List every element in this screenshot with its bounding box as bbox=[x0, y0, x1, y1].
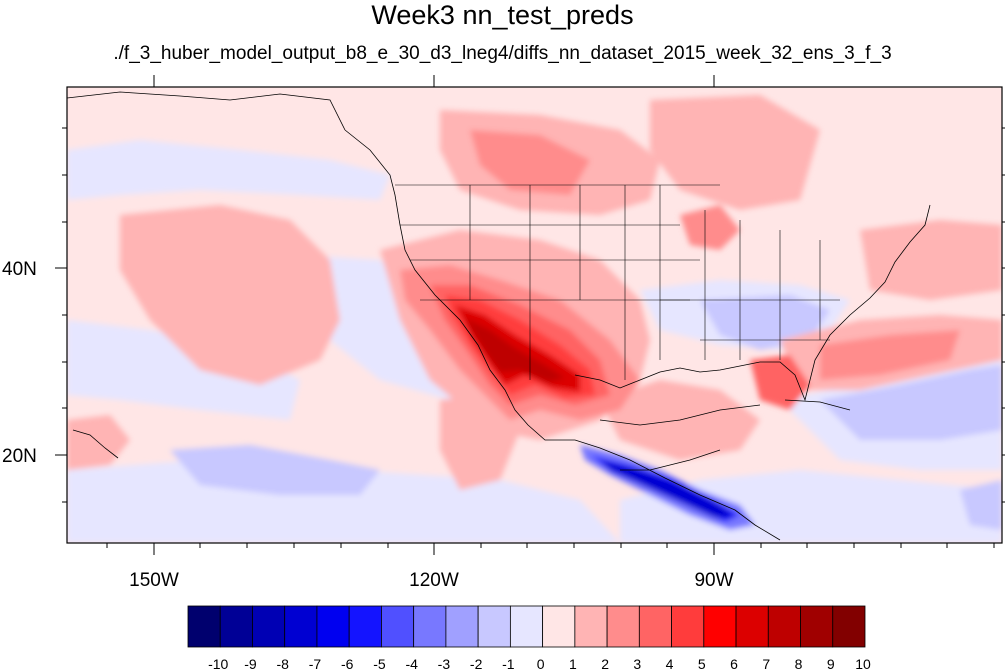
colorbar-swatch bbox=[671, 605, 705, 648]
neg-region bbox=[600, 460, 735, 518]
colorbar-label: -7 bbox=[309, 656, 322, 672]
colorbar-swatch bbox=[735, 605, 769, 648]
map-title: Week3 nn_test_preds bbox=[371, 0, 634, 30]
colorbar-swatch bbox=[638, 605, 672, 648]
neg-region bbox=[67, 140, 390, 200]
colorbar-label: 0 bbox=[537, 656, 545, 672]
lon-label-120w: 120W bbox=[409, 570, 459, 591]
colorbar-label: 7 bbox=[762, 656, 770, 672]
neg-region bbox=[960, 480, 1002, 530]
map-subtitle: ./f_3_huber_model_output_b8_e_30_d3_lneg… bbox=[113, 43, 892, 64]
colorbar-swatch bbox=[252, 605, 286, 648]
colorbar-label: -3 bbox=[438, 656, 451, 672]
pos-region bbox=[650, 95, 820, 210]
colorbar-swatch bbox=[509, 605, 544, 648]
colorbar-swatch bbox=[219, 605, 253, 648]
colorbar-swatch bbox=[477, 605, 511, 648]
lon-label-150w: 150W bbox=[129, 570, 179, 591]
pos-region bbox=[680, 205, 740, 250]
colorbar-swatch bbox=[542, 605, 576, 648]
colorbar-label: 6 bbox=[730, 656, 738, 672]
colorbar-swatch bbox=[832, 605, 866, 648]
colorbar-label: 8 bbox=[795, 656, 803, 672]
neg-region bbox=[820, 365, 1002, 440]
pos-region bbox=[470, 130, 590, 195]
colorbar-swatch bbox=[187, 605, 221, 648]
colorbar-label: 10 bbox=[855, 656, 871, 672]
colorbar-swatch bbox=[284, 605, 318, 648]
colorbar-label: 5 bbox=[698, 656, 706, 672]
colorbar-swatch bbox=[703, 605, 737, 648]
colorbar-label: -4 bbox=[405, 656, 418, 672]
pos-region bbox=[465, 318, 565, 382]
lat-label-20n: 20N bbox=[2, 446, 37, 467]
lon-label-90w: 90W bbox=[694, 570, 733, 591]
anomaly-field bbox=[67, 87, 1002, 543]
colorbar-swatch bbox=[381, 605, 415, 648]
coastlines bbox=[67, 91, 931, 541]
colorbar-swatch bbox=[316, 605, 350, 648]
pos-region bbox=[820, 330, 960, 380]
colorbar-swatch bbox=[445, 605, 479, 648]
pos-region bbox=[120, 205, 340, 385]
colorbar: -10 -9 -8 -7 -6 -5 -4 -3 -2 -1 0 1 2 3 4 5 6 7 8 9 10 bbox=[187, 605, 871, 672]
colorbar-swatch bbox=[413, 605, 447, 648]
colorbar-label: 2 bbox=[601, 656, 609, 672]
colorbar-label: -9 bbox=[244, 656, 257, 672]
pos-region bbox=[750, 355, 810, 410]
pos-region bbox=[860, 220, 1002, 300]
colorbar-label: 9 bbox=[827, 656, 835, 672]
colorbar-label: 3 bbox=[633, 656, 641, 672]
colorbar-label: 4 bbox=[666, 656, 674, 672]
lat-label-40n: 40N bbox=[2, 259, 37, 280]
neg-region bbox=[620, 470, 1002, 543]
colorbar-label: -5 bbox=[373, 656, 386, 672]
neg-region bbox=[67, 320, 300, 420]
colorbar-label: 1 bbox=[569, 656, 577, 672]
colorbar-label: -10 bbox=[208, 656, 228, 672]
colorbar-label: -1 bbox=[502, 656, 515, 672]
neg-region bbox=[170, 445, 380, 495]
colorbar-swatch bbox=[800, 605, 834, 648]
colorbar-label: -8 bbox=[276, 656, 289, 672]
colorbar-swatch bbox=[574, 605, 608, 648]
colorbar-label: -2 bbox=[470, 656, 483, 672]
state-borders bbox=[395, 184, 840, 380]
colorbar-label: -6 bbox=[341, 656, 354, 672]
colorbar-swatch bbox=[767, 605, 801, 648]
colorbar-swatch bbox=[606, 605, 640, 648]
pos-region bbox=[440, 395, 520, 490]
colorbar-swatch bbox=[348, 605, 382, 648]
tick-marks bbox=[55, 75, 1005, 555]
